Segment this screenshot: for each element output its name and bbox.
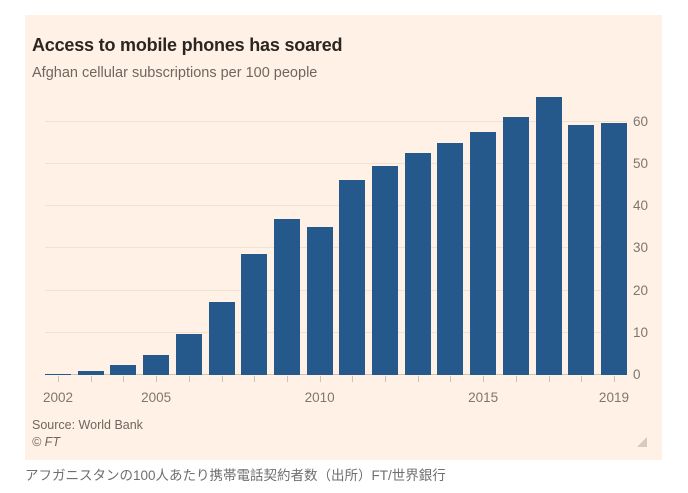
gridline xyxy=(45,120,627,122)
y-axis-tick-label: 30 xyxy=(633,240,649,256)
bar-2014 xyxy=(437,142,464,375)
x-axis-baseline xyxy=(45,374,627,375)
source-text: Source: World Bank xyxy=(32,418,143,432)
bar-2002 xyxy=(45,374,71,375)
x-axis-tick xyxy=(483,376,485,382)
bar-column: 2019 xyxy=(599,90,629,405)
bar-column xyxy=(273,90,300,382)
bar-column xyxy=(535,90,562,382)
x-axis-tick-label: 2010 xyxy=(304,390,335,405)
plot-area: 0 10 20 30 40 50 60 2002 2005 2010 2015 2019 xyxy=(43,90,648,405)
bars-group: 2002 2005 2010 2015 2019 xyxy=(43,90,629,405)
x-axis-tick xyxy=(450,376,452,382)
bar-column xyxy=(372,90,399,382)
y-axis-tick-label: 0 xyxy=(633,367,641,382)
gridline xyxy=(45,247,627,249)
y-axis-tick-label: 10 xyxy=(633,324,649,340)
x-axis-tick-label: 2005 xyxy=(141,390,172,405)
resize-handle-icon[interactable] xyxy=(637,437,647,447)
y-axis-tick-label: 50 xyxy=(633,155,649,171)
bar-2011 xyxy=(339,179,366,375)
x-axis-tick xyxy=(221,376,223,382)
chart-subtitle: Afghan cellular subscriptions per 100 pe… xyxy=(32,65,318,81)
x-axis-tick xyxy=(254,376,256,382)
bar-column xyxy=(241,90,268,382)
bar-2006 xyxy=(175,333,202,375)
x-axis-tick xyxy=(319,376,321,382)
x-axis-tick-label: 2002 xyxy=(42,390,74,405)
bar-2008 xyxy=(241,253,268,375)
x-axis-tick xyxy=(613,376,615,382)
x-axis-tick xyxy=(156,376,158,382)
chart-card: Access to mobile phones has soared Afgha… xyxy=(25,15,662,460)
x-axis-tick xyxy=(188,376,190,382)
chart-title: Access to mobile phones has soared xyxy=(32,35,343,55)
x-axis-tick xyxy=(90,376,92,382)
bar-2019 xyxy=(600,122,627,375)
bar-2018 xyxy=(568,125,595,375)
x-axis-tick xyxy=(515,376,517,382)
bar-2012 xyxy=(372,166,399,375)
x-axis-tick xyxy=(123,376,125,382)
bar-column xyxy=(77,90,104,382)
bar-column xyxy=(404,90,431,382)
bar-2016 xyxy=(502,116,529,375)
bar-column xyxy=(568,90,595,382)
bar-2005 xyxy=(143,354,170,375)
x-axis-tick-label: 2019 xyxy=(598,390,629,405)
bar-2017 xyxy=(535,96,562,375)
bar-2004 xyxy=(110,364,137,375)
x-axis-tick xyxy=(581,376,583,382)
gridline xyxy=(45,162,627,164)
gridline xyxy=(45,205,627,207)
bar-column: 2010 xyxy=(305,90,335,405)
x-axis-tick xyxy=(548,376,550,382)
gridline xyxy=(45,289,627,291)
bar-column xyxy=(339,90,366,382)
bar-column xyxy=(175,90,202,382)
y-axis-tick-label: 20 xyxy=(633,282,649,298)
bar-column xyxy=(208,90,235,382)
y-axis-tick-label: 60 xyxy=(633,113,649,129)
image-caption: アフガニスタンの100人あたり携帯電話契約者数（出所）FT/世界銀行 xyxy=(25,468,446,483)
x-axis-tick xyxy=(385,376,387,382)
bar-column: 2005 xyxy=(141,90,171,405)
bar-column xyxy=(437,90,464,382)
gridline xyxy=(45,331,627,333)
ft-copyright: © FT xyxy=(32,435,60,449)
x-axis-tick xyxy=(58,376,59,382)
x-axis-tick xyxy=(417,376,419,382)
x-axis-tick xyxy=(286,376,288,382)
bar-2013 xyxy=(404,152,431,375)
x-axis-tick-label: 2015 xyxy=(468,390,499,405)
bar-2007 xyxy=(208,302,235,375)
bar-2009 xyxy=(273,218,300,375)
bar-column: 2002 xyxy=(43,90,73,405)
bar-column: 2015 xyxy=(468,90,498,405)
x-axis-tick xyxy=(352,376,354,382)
bar-2003 xyxy=(77,371,104,375)
bar-2010 xyxy=(306,226,333,375)
bar-column xyxy=(502,90,529,382)
bar-2015 xyxy=(470,131,497,375)
y-axis-tick-label: 40 xyxy=(633,198,649,214)
bar-column xyxy=(110,90,137,382)
